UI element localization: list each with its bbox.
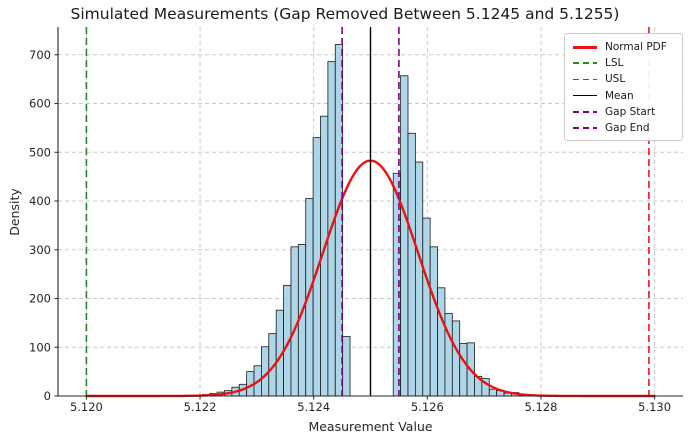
histogram-bar — [400, 75, 409, 397]
histogram-bar — [407, 132, 416, 397]
y-tick-label: 600 — [29, 97, 51, 111]
legend: Normal PDF LSL USL Mean Gap Start Gap End — [564, 33, 683, 142]
histogram-bar — [437, 287, 446, 397]
x-tick-label: 5.120 — [70, 400, 103, 414]
legend-item-gap-end: Gap End — [573, 120, 674, 136]
x-axis-label: Measurement Value — [308, 419, 433, 434]
x-tick-label: 5.130 — [638, 400, 671, 414]
x-tick-label: 5.126 — [411, 400, 444, 414]
histogram-bar — [429, 246, 438, 397]
histogram-bar — [342, 336, 351, 397]
legend-item-lsl: LSL — [573, 55, 674, 71]
histogram-bar — [488, 388, 498, 397]
legend-label-mean: Mean — [605, 89, 634, 102]
mean-line-sample-icon — [573, 94, 597, 97]
legend-label-normal-pdf: Normal PDF — [605, 41, 667, 54]
x-tick-label: 5.122 — [184, 400, 217, 414]
x-tick-label: 5.128 — [524, 400, 557, 414]
y-tick-label: 200 — [29, 292, 51, 306]
legend-item-normal-pdf: Normal PDF — [573, 39, 674, 55]
legend-label-usl: USL — [605, 73, 626, 86]
normal-pdf-line-sample-icon — [573, 45, 597, 49]
histogram-bar — [451, 320, 461, 397]
y-tick-label: 500 — [29, 145, 51, 159]
histogram-bar — [414, 161, 424, 397]
legend-item-usl: USL — [573, 71, 674, 87]
lsl-line-sample-icon — [573, 62, 597, 65]
legend-label-gap-start: Gap Start — [605, 105, 656, 118]
gap-end-line-sample-icon — [573, 127, 597, 129]
y-tick-label: 0 — [44, 389, 51, 403]
legend-label-gap-end: Gap End — [605, 122, 650, 135]
y-tick-label: 700 — [29, 48, 51, 62]
legend-label-lsl: LSL — [605, 57, 624, 70]
usl-line-sample-icon — [573, 78, 597, 81]
y-tick-label: 300 — [29, 243, 51, 257]
chart-title: Simulated Measurements (Gap Removed Betw… — [70, 5, 620, 23]
histogram-bar — [422, 217, 431, 397]
histogram-bar — [459, 342, 468, 397]
y-tick-label: 100 — [29, 340, 51, 354]
legend-item-mean: Mean — [573, 88, 674, 104]
gap-start-line-sample-icon — [573, 111, 597, 113]
x-tick-label: 5.124 — [297, 400, 330, 414]
legend-item-gap-start: Gap Start — [573, 104, 674, 120]
y-tick-label: 400 — [29, 194, 51, 208]
